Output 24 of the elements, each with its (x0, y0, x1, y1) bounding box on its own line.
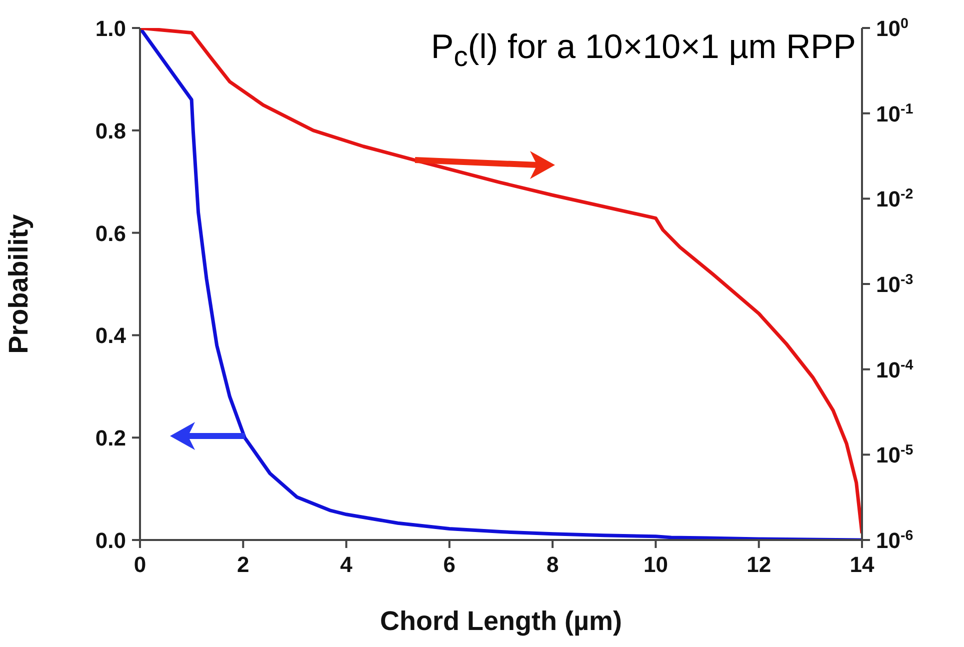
y2-tick-label: 10$^{-6}$ (876, 528, 914, 553)
y-tick-label: 0.6 (95, 220, 126, 246)
y-tick-label: 0.0 (95, 528, 126, 553)
y2-tick-label: 10$^{-4}$ (876, 357, 914, 382)
x-tick-label: 2 (237, 552, 250, 577)
y-tick-label: 0.8 (95, 118, 126, 144)
y2-tick-label: 10$^{-2}$ (876, 186, 914, 212)
x-tick-label: 6 (443, 552, 456, 577)
x-tick-label: 10 (643, 552, 668, 577)
x-tick-label: 8 (546, 552, 559, 577)
y-axis-title: Probability (4, 214, 34, 354)
x-tick-label: 12 (746, 552, 772, 577)
y2-tick-label: 10$^{-3}$ (876, 272, 914, 297)
y-tick-label: 1.0 (95, 16, 126, 41)
y2-tick-label: 10$^{-5}$ (876, 442, 914, 468)
x-axis-title: Chord Length (µm) (380, 606, 622, 636)
y2-tick-label: 10$^{0}$ (876, 16, 908, 41)
y-tick-label: 0.4 (95, 323, 127, 348)
x-tick-label: 4 (340, 552, 354, 577)
y2-tick-label: 10$^{-1}$ (876, 101, 914, 126)
y-tick-label: 0.2 (95, 426, 126, 451)
x-tick-label: 14 (850, 552, 875, 577)
x-tick-label: 0 (134, 552, 146, 577)
chart-title: P$_{c}$(l) for a 10×10×1 µm RPP (431, 28, 856, 74)
